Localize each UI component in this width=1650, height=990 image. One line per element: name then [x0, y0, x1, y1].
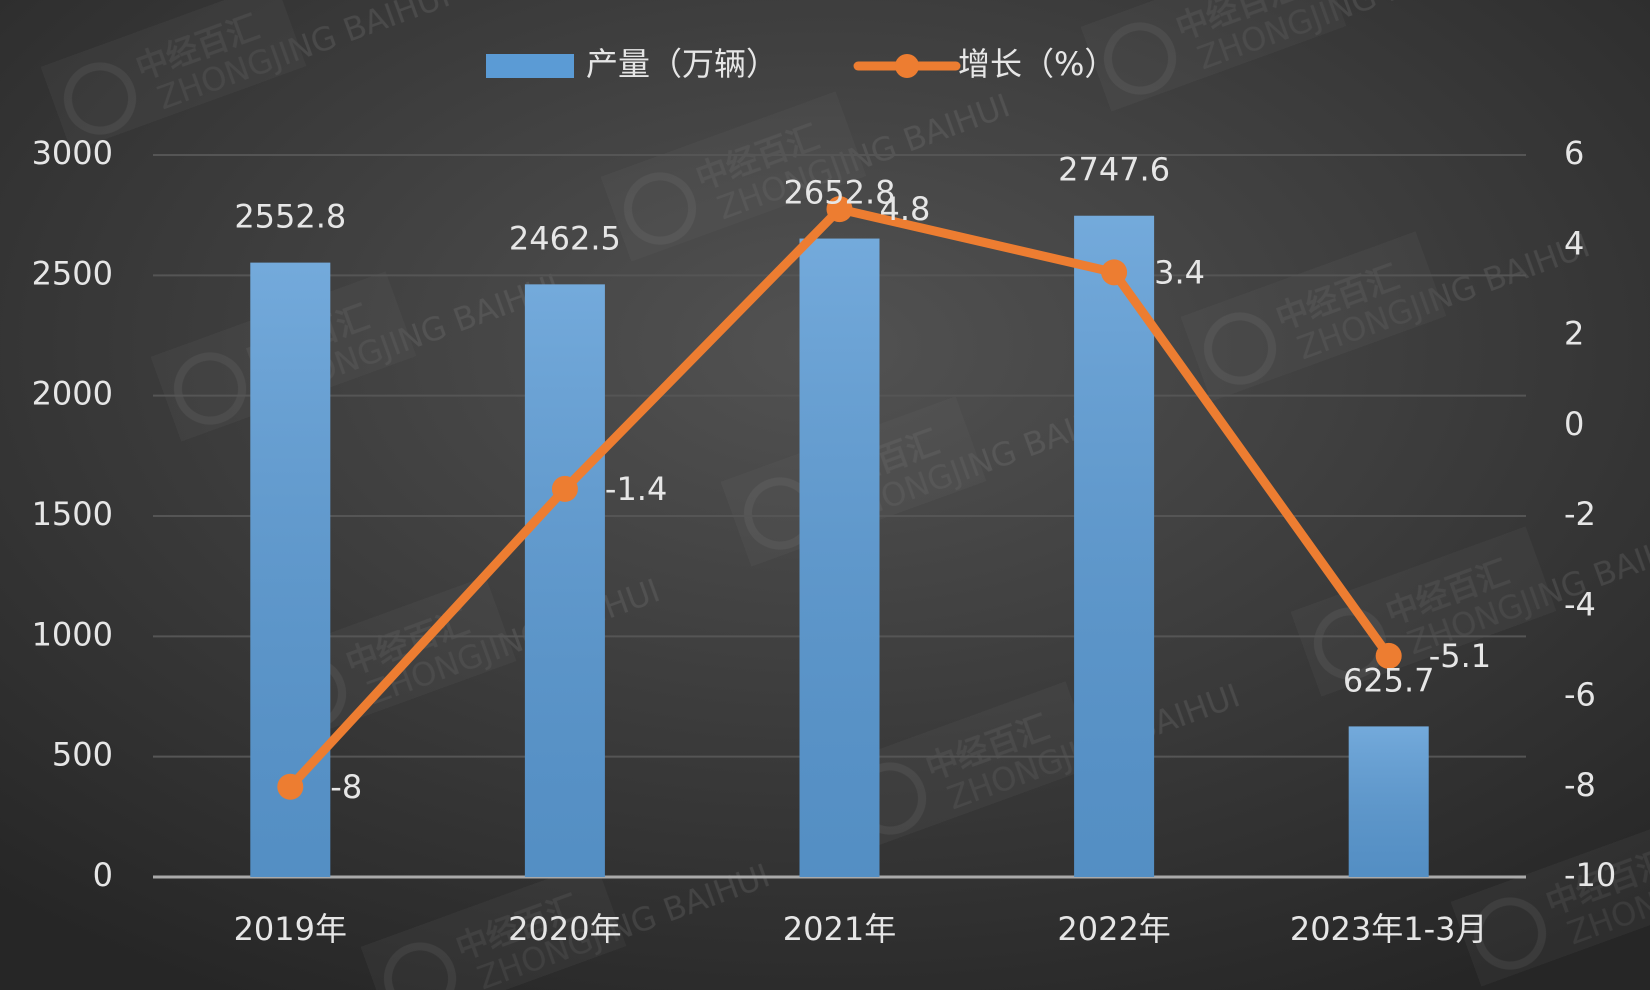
bar-value-label: 2747.6 [1058, 151, 1170, 189]
y2-tick-label: -8 [1564, 766, 1596, 804]
watermark-logo [1474, 897, 1547, 970]
watermark-logo [174, 352, 247, 425]
watermark-box [1290, 526, 1557, 697]
watermark-logo [1104, 22, 1177, 95]
watermark-box [40, 0, 307, 152]
watermark-logo [64, 62, 137, 135]
y2-tick-label: 4 [1564, 224, 1584, 262]
y-tick-label: 3000 [32, 134, 113, 172]
bar-shade [524, 284, 605, 877]
y2-tick-label: -4 [1564, 585, 1596, 623]
x-tick-label: 2019年 [234, 910, 347, 948]
line-value-label: -5.1 [1429, 637, 1491, 675]
legend-label: 增长（%） [958, 45, 1116, 83]
legend-label: 产量（万辆） [586, 45, 778, 83]
y-tick-label: 2000 [32, 375, 113, 413]
line-marker [1375, 642, 1402, 669]
x-tick-label: 2020年 [508, 910, 621, 948]
y-tick-label: 2500 [32, 254, 113, 292]
bar-shade [1348, 726, 1429, 877]
line-marker [1101, 259, 1128, 286]
y2-tick-label: 0 [1564, 405, 1584, 443]
line-marker [826, 196, 853, 223]
legend-marker [895, 54, 920, 78]
y-tick-label: 500 [52, 736, 113, 774]
bar-shade [1074, 215, 1155, 877]
line-value-label: 4.8 [880, 190, 931, 228]
watermark-box [1180, 231, 1447, 402]
legend-swatch [486, 54, 574, 78]
bar-value-label: 2552.8 [234, 198, 346, 236]
watermark-logo [384, 942, 457, 990]
watermark-logo [1314, 607, 1387, 680]
bar-value-label: 2462.5 [509, 219, 621, 257]
line-value-label: 3.4 [1154, 253, 1205, 291]
line-value-label: -1.4 [605, 470, 667, 508]
y-tick-label: 0 [93, 856, 113, 894]
bar-value-label: 2652.8 [784, 174, 896, 212]
line-marker [277, 773, 304, 800]
line-marker [551, 475, 578, 502]
watermark-logo [1204, 312, 1277, 385]
bar-shade [799, 238, 880, 878]
y2-tick-label: -10 [1564, 856, 1616, 894]
watermark-box [600, 91, 867, 262]
y2-tick-label: 6 [1564, 134, 1584, 172]
y-tick-label: 1500 [32, 495, 113, 533]
legend: 产量（万辆） 增长（%） [486, 45, 1116, 83]
watermark-box [1080, 0, 1347, 112]
x-tick-label: 2021年 [783, 910, 896, 948]
watermark-box [830, 681, 1097, 852]
marks [250, 196, 1429, 878]
line-value-label: -8 [330, 768, 362, 806]
y2-tick-label: 2 [1564, 315, 1584, 353]
y2-tick-label: -6 [1564, 676, 1596, 714]
labels: 050010001500200025003000-10-8-6-4-202462… [32, 134, 1617, 948]
watermark-box [360, 861, 627, 990]
watermark-logo [624, 172, 697, 245]
y-tick-label: 1000 [32, 615, 113, 653]
x-tick-label: 2023年1-3月 [1290, 910, 1488, 948]
y2-tick-label: -2 [1564, 495, 1596, 533]
bar-value-label: 625.7 [1343, 661, 1435, 699]
x-tick-label: 2022年 [1057, 910, 1170, 948]
